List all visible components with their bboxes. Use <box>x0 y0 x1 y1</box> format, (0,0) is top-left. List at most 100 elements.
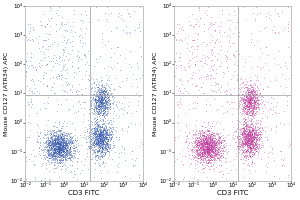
Point <box>254 138 259 142</box>
Point <box>286 26 290 29</box>
Point <box>249 145 254 148</box>
Point <box>46 95 51 98</box>
Point <box>54 138 58 141</box>
Point <box>52 140 57 143</box>
Point <box>46 151 51 154</box>
Point <box>215 151 220 154</box>
Point <box>203 146 208 149</box>
Point <box>238 140 243 143</box>
Point <box>201 144 206 147</box>
Point <box>103 146 107 149</box>
Point <box>178 91 183 94</box>
Point <box>247 102 252 105</box>
Point <box>51 154 56 158</box>
Point <box>100 96 104 99</box>
Point <box>88 147 92 150</box>
Point <box>219 35 224 38</box>
Point <box>126 11 131 14</box>
Point <box>245 104 250 107</box>
Point <box>101 136 106 140</box>
Point <box>59 138 64 141</box>
Point <box>259 94 264 97</box>
Point <box>238 93 243 96</box>
Point <box>58 145 63 149</box>
Point <box>201 154 206 157</box>
Point <box>248 100 253 104</box>
Point <box>96 104 101 107</box>
Point <box>102 129 107 132</box>
Point <box>244 124 249 127</box>
Point <box>257 126 262 129</box>
Point <box>28 64 33 67</box>
Point <box>198 146 203 149</box>
Point <box>101 114 106 117</box>
Point <box>90 152 94 156</box>
Point <box>62 140 67 144</box>
Point <box>250 139 255 142</box>
Point <box>249 139 254 142</box>
Point <box>235 78 240 81</box>
Point <box>247 96 252 99</box>
Point <box>202 134 206 137</box>
Point <box>94 159 98 162</box>
Point <box>251 98 256 102</box>
Point <box>211 151 216 154</box>
Point <box>208 145 213 148</box>
Point <box>254 132 258 136</box>
Point <box>212 138 217 142</box>
Point <box>201 140 206 143</box>
Point <box>101 113 106 116</box>
Point <box>58 143 62 146</box>
Point <box>218 156 223 159</box>
Point <box>87 130 92 133</box>
Point <box>198 137 203 141</box>
Point <box>244 85 249 88</box>
Point <box>96 127 101 130</box>
Point <box>98 94 103 97</box>
Point <box>204 146 209 149</box>
Point <box>200 145 204 148</box>
Point <box>256 135 261 138</box>
Point <box>230 53 235 56</box>
Point <box>177 105 182 108</box>
Point <box>107 143 112 146</box>
Point <box>259 117 264 120</box>
Point <box>244 93 249 96</box>
Point <box>99 79 104 82</box>
Point <box>62 154 67 157</box>
Point <box>51 150 56 153</box>
Point <box>56 140 61 144</box>
Point <box>190 148 195 151</box>
Point <box>245 103 250 106</box>
Point <box>93 109 98 112</box>
Point <box>218 163 223 166</box>
Point <box>98 152 103 155</box>
Point <box>104 111 109 114</box>
Point <box>249 140 254 143</box>
Point <box>54 135 59 138</box>
Point <box>103 98 108 101</box>
Point <box>56 158 61 161</box>
Point <box>207 141 212 145</box>
Point <box>65 121 70 125</box>
Point <box>245 143 250 146</box>
Point <box>93 139 98 143</box>
Point <box>108 142 112 145</box>
Point <box>60 133 64 136</box>
Point <box>215 156 220 159</box>
Point <box>212 141 217 144</box>
Point <box>46 143 51 146</box>
Point <box>183 123 188 126</box>
Point <box>248 133 253 136</box>
Point <box>95 93 100 96</box>
Point <box>94 109 99 112</box>
Point <box>197 146 202 150</box>
Point <box>68 40 72 43</box>
Point <box>211 147 216 150</box>
Point <box>256 107 261 110</box>
Point <box>93 136 98 139</box>
Point <box>251 96 256 99</box>
Point <box>79 159 84 163</box>
Point <box>99 113 104 116</box>
Point <box>248 117 253 120</box>
